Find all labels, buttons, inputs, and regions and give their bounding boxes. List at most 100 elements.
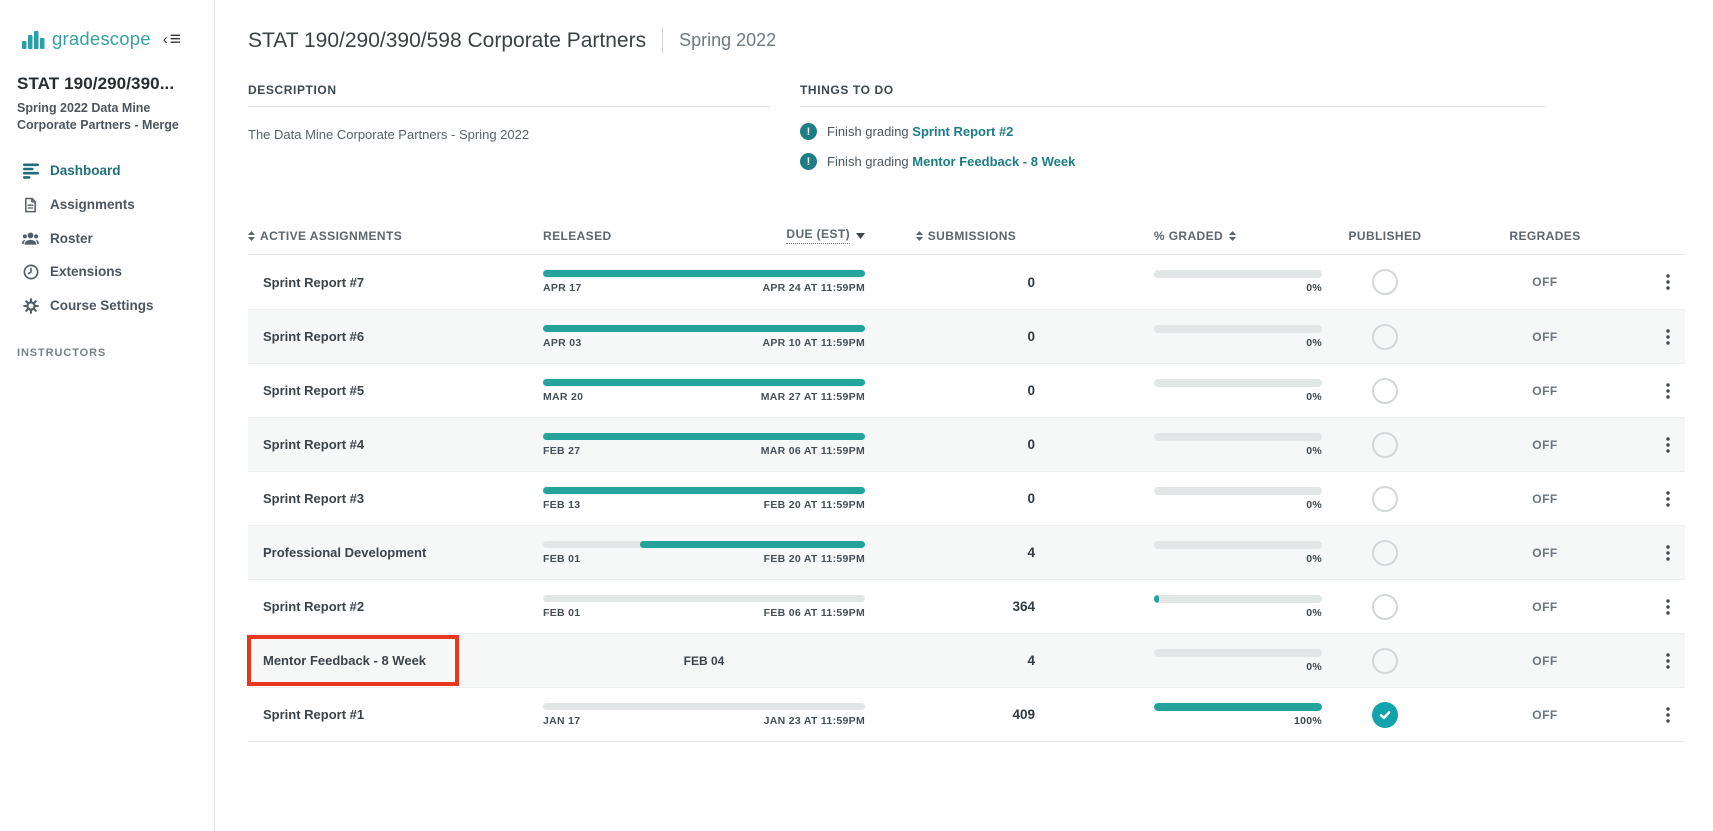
brand-wordmark[interactable]: gradescope xyxy=(52,28,151,49)
assignment-name-link[interactable]: Sprint Report #1 xyxy=(263,707,365,722)
row-menu-button[interactable] xyxy=(1650,652,1685,669)
sort-icon xyxy=(1229,230,1237,241)
row-menu-button[interactable] xyxy=(1650,490,1685,507)
graded-percent-label: 0% xyxy=(1306,390,1322,403)
regrades-status: OFF xyxy=(1532,383,1558,398)
course-term: Spring 2022 xyxy=(679,30,777,50)
assignment-name-link[interactable]: Sprint Report #2 xyxy=(263,599,365,614)
assignment-name-link[interactable]: Professional Development xyxy=(263,545,427,560)
graded-percent-label: 0% xyxy=(1306,336,1322,349)
sidebar-collapse-button[interactable]: ‹ ≡ xyxy=(163,30,181,49)
graded-progress-cell: 0% xyxy=(1060,324,1330,349)
unpublished-circle-icon xyxy=(1372,377,1398,404)
table-row: Sprint Report #1 JAN 17 JAN 23 AT 11:59P… xyxy=(248,687,1685,741)
header-submissions[interactable]: SUBMISSIONS xyxy=(872,229,1060,243)
graded-progress-cell: 0% xyxy=(1060,540,1330,565)
caret-down-icon xyxy=(856,232,865,239)
description-text: The Data Mine Corporate Partners - Sprin… xyxy=(248,127,530,142)
assignment-name-link[interactable]: Sprint Report #3 xyxy=(263,491,365,506)
release-due-timeline: JAN 17 JAN 23 AT 11:59PM xyxy=(540,702,872,727)
graded-percent-label: 0% xyxy=(1306,606,1322,619)
row-menu-button[interactable] xyxy=(1650,598,1685,615)
sidebar-item-extensions[interactable]: Extensions xyxy=(0,255,214,289)
header-graded[interactable]: % GRADED xyxy=(1060,229,1330,243)
release-due-timeline: APR 03 APR 10 AT 11:59PM xyxy=(540,324,872,349)
graded-percent-label: 0% xyxy=(1306,552,1322,565)
timeline-bar xyxy=(543,486,865,494)
due-date-centered: FEB 04 xyxy=(683,653,725,668)
assignment-name-link[interactable]: Sprint Report #5 xyxy=(263,383,365,398)
description-rule xyxy=(248,106,770,107)
instructors-section-label: INSTRUCTORS xyxy=(17,346,107,359)
graded-progress-bar xyxy=(1154,594,1322,603)
unpublished-circle-icon xyxy=(1372,269,1398,295)
graded-percent-label: 0% xyxy=(1306,444,1322,457)
title-row: STAT 190/290/390/598 Corporate Partners … xyxy=(248,28,1685,53)
released-date: FEB 01 xyxy=(543,552,581,565)
assignment-name-link[interactable]: Mentor Feedback - 8 Week xyxy=(263,653,427,668)
timeline-bar xyxy=(543,324,865,332)
unpublished-circle-icon xyxy=(1372,323,1398,350)
due-date: MAR 06 AT 11:59PM xyxy=(760,444,865,457)
due-date: FEB 20 AT 11:59PM xyxy=(763,552,865,565)
description-heading: DESCRIPTION xyxy=(248,83,337,97)
assignment-name-link[interactable]: Sprint Report #4 xyxy=(263,437,365,452)
sidebar-item-label: Course Settings xyxy=(50,298,154,314)
regrades-status: OFF xyxy=(1532,329,1558,344)
sidebar: gradescope ‹ ≡ STAT 190/290/390... Sprin… xyxy=(0,0,215,831)
row-menu-button[interactable] xyxy=(1650,328,1685,345)
released-date: MAR 20 xyxy=(543,390,584,403)
row-menu-button[interactable] xyxy=(1650,382,1685,399)
graded-percent-label: 0% xyxy=(1306,660,1322,673)
row-menu-button[interactable] xyxy=(1650,436,1685,453)
sidebar-item-assignments[interactable]: Assignments xyxy=(0,188,214,222)
unpublished-circle-icon xyxy=(1372,485,1398,512)
todo-link-sprint-report-2[interactable]: Sprint Report #2 xyxy=(912,124,1014,139)
submissions-count: 0 xyxy=(1027,437,1035,452)
graded-progress-cell: 0% xyxy=(1060,378,1330,403)
header-released-due: RELEASED DUE (EST) xyxy=(540,227,872,244)
unpublished-circle-icon xyxy=(1372,593,1398,620)
graded-progress-bar xyxy=(1154,432,1322,441)
release-due-timeline: MAR 20 MAR 27 AT 11:59PM xyxy=(540,378,872,403)
sort-icon xyxy=(915,230,923,241)
gear-icon xyxy=(22,297,39,314)
unpublished-circle-icon xyxy=(1372,539,1398,566)
header-published: PUBLISHED xyxy=(1348,228,1422,243)
published-status xyxy=(1330,593,1440,620)
table-row: Sprint Report #2 FEB 01 FEB 06 AT 11:59P… xyxy=(248,579,1685,633)
timeline-bar xyxy=(543,270,865,277)
published-status xyxy=(1330,485,1440,512)
todo-link-mentor-feedback[interactable]: Mentor Feedback - 8 Week xyxy=(912,154,1076,169)
table-row: Sprint Report #5 MAR 20 MAR 27 AT 11:59P… xyxy=(248,363,1685,417)
assignment-name-link[interactable]: Sprint Report #6 xyxy=(263,329,365,344)
assignment-name-link[interactable]: Sprint Report #7 xyxy=(263,274,365,290)
header-active-assignments[interactable]: ACTIVE ASSIGNMENTS xyxy=(248,229,540,243)
submissions-count: 409 xyxy=(1012,707,1035,722)
header-due[interactable]: DUE (EST) xyxy=(786,227,865,244)
due-date: FEB 20 AT 11:59PM xyxy=(763,498,865,511)
graded-progress-bar xyxy=(1154,540,1322,549)
sidebar-item-roster[interactable]: Roster xyxy=(0,222,214,255)
todo-item: ! Finish grading Mentor Feedback - 8 Wee… xyxy=(800,153,1545,170)
published-check-icon xyxy=(1372,701,1398,728)
unpublished-circle-icon xyxy=(1372,431,1398,458)
released-date: JAN 17 xyxy=(543,714,581,727)
sidebar-item-dashboard[interactable]: Dashboard xyxy=(0,154,214,188)
release-due-timeline: FEB 13 FEB 20 AT 11:59PM xyxy=(540,486,872,511)
graded-progress-bar xyxy=(1154,486,1322,495)
graded-progress-cell: 0% xyxy=(1060,270,1330,294)
published-status xyxy=(1330,431,1440,458)
due-date: APR 24 AT 11:59PM xyxy=(762,282,865,294)
row-menu-button[interactable] xyxy=(1650,274,1685,290)
row-menu-button[interactable] xyxy=(1650,544,1685,561)
course-code[interactable]: STAT 190/290/390... xyxy=(17,74,175,93)
todo-text: Finish grading Sprint Report #2 xyxy=(827,124,1014,139)
todo-text: Finish grading Mentor Feedback - 8 Week xyxy=(827,154,1076,169)
sidebar-item-course-settings[interactable]: Course Settings xyxy=(0,289,214,323)
graded-percent-label: 100% xyxy=(1293,714,1322,727)
row-menu-button[interactable] xyxy=(1650,706,1685,723)
sidebar-nav: Dashboard Assignments xyxy=(0,154,214,323)
course-subtitle: Spring 2022 Data Mine Corporate Partners… xyxy=(17,101,179,132)
table-row: Professional Development FEB 01 FEB 20 A… xyxy=(248,525,1685,579)
